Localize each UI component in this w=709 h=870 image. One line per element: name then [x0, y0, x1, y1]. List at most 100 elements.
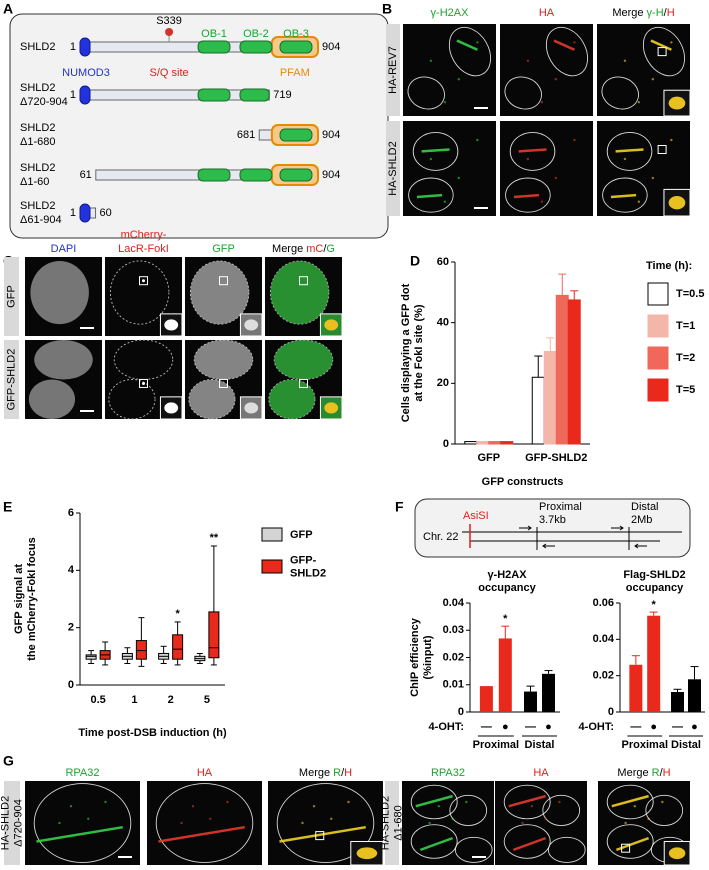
y-tick-label: 20: [437, 377, 449, 389]
bar: [629, 664, 643, 712]
nucleus: [645, 794, 684, 826]
inset-signal: [356, 847, 378, 860]
speckle: [443, 200, 447, 203]
row-label-box: [4, 257, 19, 336]
streak: [512, 836, 547, 852]
nucleus: [503, 824, 551, 859]
speckle: [623, 157, 627, 161]
y-axis-label: Cells displaying a GFP dot: [400, 283, 412, 422]
header-part: Merge: [299, 767, 330, 779]
speckle: [209, 817, 212, 820]
bar: [498, 638, 512, 712]
x-tick-label: 0.5: [90, 694, 105, 706]
nucleus: [408, 177, 454, 213]
column-header: mCherry-: [121, 229, 167, 241]
legend-label: T=2: [676, 352, 695, 364]
micrograph: [403, 24, 496, 116]
bar: [464, 441, 478, 445]
inset-signal: [668, 196, 686, 210]
residue-label: 681: [237, 129, 255, 141]
y-tick-label: 0: [608, 706, 614, 718]
row-label: Δ720-904: [12, 799, 24, 847]
speckle: [451, 817, 454, 820]
inset-signal: [668, 847, 686, 860]
streak: [615, 148, 644, 153]
speckle: [476, 41, 479, 44]
column-header: RPA32: [431, 767, 465, 779]
speckle: [558, 800, 561, 804]
ob-domain: [197, 40, 231, 54]
chart-title: Flag-SHLD2: [623, 569, 685, 581]
column-header: Merge R/H: [617, 767, 670, 779]
domain-label: OB-1: [201, 28, 227, 40]
panel-f-frame: [414, 498, 691, 558]
significance: *: [503, 613, 508, 625]
streak: [513, 193, 540, 199]
cut-site-label: AsiSI: [463, 510, 489, 522]
speckle: [573, 41, 576, 44]
speckle: [226, 800, 229, 804]
ob-domain: [239, 168, 273, 182]
speckle: [521, 821, 524, 825]
bar: [647, 615, 661, 712]
micrograph: [25, 781, 140, 865]
bar: [500, 441, 514, 445]
roi-box: [139, 378, 148, 388]
bar: [688, 679, 701, 712]
foci: [142, 279, 145, 283]
nucleus: [109, 260, 170, 325]
row-label: HA-SHLD2: [0, 796, 11, 850]
nucleus: [601, 76, 639, 110]
construct-name: Δ1-680: [20, 136, 55, 148]
streak: [415, 794, 453, 808]
inset-signal: [668, 96, 686, 110]
y-tick-label: 0.03: [443, 624, 464, 636]
header-part: RPA32: [65, 767, 99, 779]
speckle: [476, 138, 479, 142]
y-tick-label: 0: [68, 679, 74, 691]
nucleus: [268, 379, 316, 420]
roi-box: [219, 378, 228, 388]
y-axis-label: GFP signal at: [13, 564, 25, 634]
roi-box: [219, 276, 228, 286]
column-header: HA: [197, 767, 213, 779]
streak: [508, 794, 546, 808]
ob-domain: [279, 40, 313, 54]
speckle: [443, 101, 447, 104]
nucleus: [188, 379, 236, 420]
bar: [524, 691, 537, 712]
row-label: HA-SHLD2: [379, 796, 391, 850]
construct-name: SHLD2: [20, 200, 55, 212]
nucleus: [410, 824, 458, 859]
row-label: GFP-SHLD2: [5, 349, 17, 411]
column-header: GFP: [212, 243, 235, 255]
streak: [611, 794, 649, 808]
bar: [567, 299, 581, 445]
micrograph: [402, 781, 494, 865]
x-tick-label: 1: [131, 694, 137, 706]
residue-label: 904: [322, 129, 340, 141]
roi-box: [657, 47, 667, 57]
speckle: [633, 805, 636, 808]
ob-domain: [197, 168, 231, 182]
amplicon-label: 3.7kb: [539, 514, 566, 526]
speckle: [87, 817, 90, 820]
speckle: [69, 805, 73, 808]
y-tick-label: 0.02: [593, 670, 614, 682]
primer: [634, 543, 647, 549]
row-label-box: [4, 340, 19, 419]
x-axis-label: GFP constructs: [482, 476, 564, 488]
nucleus: [606, 131, 653, 171]
header-part: H: [667, 7, 675, 19]
speckle: [347, 800, 350, 804]
roi-box: [139, 276, 148, 286]
legend-label: GFP-: [290, 554, 317, 566]
nucleus: [545, 26, 589, 77]
legend-label: T=0.5: [676, 288, 704, 300]
primer: [611, 525, 624, 531]
nucleus: [189, 260, 250, 325]
speckle: [429, 59, 433, 62]
speckle: [637, 200, 641, 203]
streak: [36, 825, 123, 843]
